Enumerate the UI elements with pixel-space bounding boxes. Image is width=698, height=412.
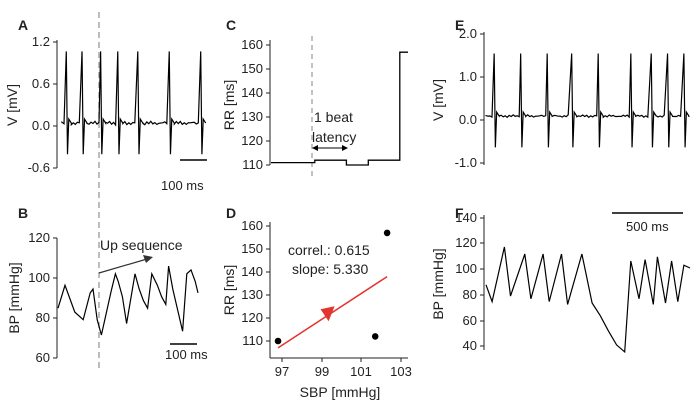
panel-e-yticks — [480, 33, 484, 164]
panel-a-ytick: 0.6 — [32, 76, 50, 91]
panel-d-ytick: 150 — [241, 241, 263, 256]
panel-e-ytick: -1.0 — [455, 155, 477, 170]
panel-d-points — [274, 229, 391, 345]
panel-label-e: E — [455, 17, 464, 33]
panel-b-annotation: Up sequence — [100, 237, 183, 253]
panel-d-ytick: 130 — [241, 287, 263, 302]
panel-c-annotation-line1: 1 beat — [314, 109, 353, 125]
panel-d-regression-line — [277, 275, 388, 349]
panel-f-ytick: 40 — [463, 338, 477, 353]
panel-d-ytick: 140 — [241, 264, 263, 279]
panel-c-rr-trace — [271, 51, 408, 166]
panel-d-xlabel: SBP [mmHg] — [300, 384, 381, 400]
panel-b-ytick: 80 — [36, 310, 50, 325]
panel-b-ytick: 60 — [36, 350, 50, 365]
panel-e-ytick: 1.0 — [459, 69, 477, 84]
panel-d: D 160 150 140 130 120 110 97 99 101 103 … — [221, 205, 412, 400]
panel-d-annotation-correl: correl.: 0.615 — [288, 242, 370, 258]
panel-f-ylabel: BP [mmHg] — [430, 248, 446, 319]
panel-label-b: B — [18, 205, 28, 221]
panel-d-ytick: 160 — [241, 218, 263, 233]
panel-d-xtick: 101 — [350, 364, 372, 379]
panel-c-ytick: 130 — [241, 109, 263, 124]
panel-a-ytick: 1.2 — [32, 34, 50, 49]
panel-f-ytick: 140 — [455, 210, 477, 225]
panel-label-f: F — [455, 205, 464, 221]
panel-c-ytick: 140 — [241, 85, 263, 100]
panel-d-annotation-slope: slope: 5.330 — [292, 261, 368, 277]
panel-label-d: D — [226, 205, 236, 221]
panel-b-ytick: 120 — [28, 230, 50, 245]
panel-a-ylabel: V [mV] — [4, 84, 20, 126]
panel-c: C 160 150 140 130 120 110 RR [ms] 1 beat… — [221, 17, 408, 180]
panel-b-bp-trace — [57, 265, 199, 336]
panel-f-ytick: 120 — [455, 235, 477, 250]
panel-d-ytick: 110 — [242, 333, 263, 348]
panel-d-xtick: 97 — [275, 364, 289, 379]
panel-a-ytick: -0.6 — [28, 160, 50, 175]
panel-d-xtick: 103 — [390, 364, 412, 379]
panel-b-scale-label: 100 ms — [165, 347, 208, 362]
panel-c-latency-arrowhead-left — [312, 145, 318, 151]
panel-d-point — [383, 229, 391, 237]
panel-c-ytick: 160 — [241, 37, 263, 52]
panel-f: F 140 120 100 80 60 40 BP [mmHg] 500 ms — [430, 205, 691, 354]
panel-d-point — [274, 337, 282, 345]
panel-f-yticks — [480, 217, 484, 347]
panel-d-ytick: 120 — [241, 310, 263, 325]
panel-d-ylabel: RR [ms] — [221, 265, 237, 316]
panel-a-yticks — [53, 41, 57, 169]
panel-e: E 2.0 1.0 0.0 -1.0 V [mV] — [430, 17, 690, 170]
panel-d-xticks — [281, 358, 402, 362]
panel-c-ylabel: RR [ms] — [221, 80, 237, 131]
panel-d-regression-arrow — [320, 306, 335, 322]
panel-d-point — [371, 333, 379, 340]
panel-e-ylabel: V [mV] — [430, 79, 446, 121]
panel-a-ytick: 0.0 — [32, 118, 50, 133]
panel-c-latency-arrowhead-right — [342, 145, 348, 151]
panel-d-xtick: 99 — [315, 364, 329, 379]
panel-b-ytick: 100 — [28, 270, 50, 285]
panel-b-ylabel: BP [mmHg] — [6, 262, 22, 333]
panel-f-ytick: 100 — [455, 261, 477, 276]
panel-f-bp-trace — [485, 246, 691, 354]
panel-e-ytick: 0.0 — [459, 112, 477, 127]
panel-a-scale-label: 100 ms — [161, 178, 204, 193]
panel-e-ytick: 2.0 — [459, 26, 477, 41]
panel-f-scale-label: 500 ms — [626, 219, 669, 234]
panel-f-ytick: 80 — [463, 287, 477, 302]
panel-c-ytick: 110 — [242, 157, 263, 172]
panel-b-arrow-line — [98, 258, 148, 274]
panel-label-c: C — [226, 17, 236, 33]
panel-b: B 120 100 80 60 BP [mmHg] Up sequence 10… — [6, 205, 208, 365]
panel-e-ecg-trace — [485, 53, 690, 148]
panel-c-yticks — [266, 44, 270, 166]
panel-a-ecg-trace — [61, 51, 207, 155]
panel-a: A 1.2 0.6 0.0 -0.6 V [mV] 100 ms — [4, 17, 207, 193]
panel-c-annotation-line2: latency — [312, 129, 356, 145]
panel-b-yticks — [53, 237, 57, 359]
panel-f-ytick: 60 — [463, 313, 477, 328]
panel-label-a: A — [18, 17, 28, 33]
panel-c-ytick: 150 — [241, 61, 263, 76]
panel-c-ytick: 120 — [241, 133, 263, 148]
panel-d-yticks — [266, 225, 270, 342]
panel-b-arrow-head — [143, 255, 153, 263]
